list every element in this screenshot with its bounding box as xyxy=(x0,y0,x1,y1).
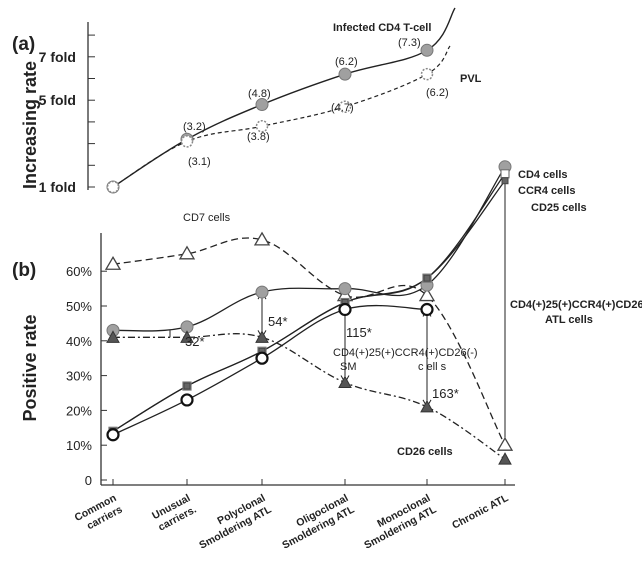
infected-marker xyxy=(338,67,352,81)
x-axis-label: Chronic ATL xyxy=(450,492,511,532)
series-0-marker xyxy=(104,255,122,270)
series-5-marker xyxy=(180,330,194,343)
panel-a-y-tick-label: 7 fold xyxy=(39,49,76,65)
panel-b-label: (b) xyxy=(12,260,36,281)
sm-label-sm: SM xyxy=(340,361,357,373)
annotation-32: 32* xyxy=(185,334,205,349)
annotation-163: 163* xyxy=(432,386,459,401)
sm-label-line1: CD4(+)25(+)CCR4(+)CD26(-) xyxy=(333,347,478,359)
panel-b-y-tick-label: 20% xyxy=(66,403,92,418)
data-markers xyxy=(104,43,514,465)
value-label-pvl-1: (3.1) xyxy=(188,156,211,168)
panel-a-series xyxy=(112,7,456,188)
series-0-marker xyxy=(178,245,196,260)
series-5-marker xyxy=(338,375,352,389)
pvl-marker xyxy=(106,180,120,194)
series-1-marker xyxy=(338,282,352,296)
series-5-marker xyxy=(255,330,269,343)
series-3-marker xyxy=(423,274,431,282)
panel-a-ylabel: Increasing rate xyxy=(20,61,40,189)
pvl-marker xyxy=(180,135,194,148)
infected-marker xyxy=(255,98,269,112)
pvl-line xyxy=(112,45,451,188)
series-0-marker xyxy=(418,287,436,302)
annotation-54: 54* xyxy=(268,314,288,329)
cd7-label: CD7 cells xyxy=(183,212,231,224)
x-label-group: Chronic ATL xyxy=(450,492,511,532)
series-3-marker xyxy=(183,382,191,390)
value-label-pvl-4: (6.2) xyxy=(426,87,449,99)
value-label-a-1: (3.2) xyxy=(183,121,206,133)
series-0-marker xyxy=(496,436,514,451)
ccr4-label: CCR4 cells xyxy=(518,185,575,197)
cd25-label: CD25 cells xyxy=(531,202,587,214)
value-label-pvl-2: (3.8) xyxy=(247,131,270,143)
value-label-a-4: (7.3) xyxy=(398,37,421,49)
panel-b-y-tick-label: 40% xyxy=(66,334,92,349)
panel-b-y-tick-label: 50% xyxy=(66,299,92,314)
value-label-a-2: (4.8) xyxy=(248,88,271,100)
atl-label-line1: CD4(+)25(+)CCR4(+)CD26(-) xyxy=(510,299,642,311)
panel-a-y-tick-label: 1 fold xyxy=(39,179,76,195)
series-5-marker xyxy=(106,330,120,343)
infected-cd4-line xyxy=(112,7,456,188)
panel-b-axes: 0 10% 20% 30% 40% 50% 60% xyxy=(66,233,515,488)
panel-b-series xyxy=(112,166,506,460)
value-label-a-3: (6.2) xyxy=(335,56,358,68)
infected-marker xyxy=(420,43,434,57)
panel-a-y-tick-label: 5 fold xyxy=(39,92,76,108)
pvl-marker xyxy=(255,119,269,133)
pvl-marker xyxy=(338,100,352,113)
series-3-marker xyxy=(501,177,509,185)
series-1-marker xyxy=(255,285,269,299)
panel-b-y-tick-label: 0 xyxy=(85,473,92,488)
infected-cd4-label: Infected CD4 T-cell xyxy=(333,22,431,34)
pvl-label: PVL xyxy=(460,73,482,85)
panel-b-ylabel: Positive rate xyxy=(20,314,40,421)
series-2-marker xyxy=(500,169,510,179)
atl-label-line2: ATL cells xyxy=(545,314,593,326)
series-line-3 xyxy=(112,180,506,432)
panel-b-y-tick-label: 60% xyxy=(66,264,92,279)
annotation-115: 115* xyxy=(346,325,372,340)
panel-b-y-tick-label: 30% xyxy=(66,369,92,384)
cd4-label: CD4 cells xyxy=(518,169,568,181)
series-4-marker xyxy=(420,302,434,317)
pvl-marker xyxy=(420,67,434,81)
series-5-marker xyxy=(420,399,434,413)
series-4-marker xyxy=(338,302,352,317)
series-4-marker xyxy=(255,351,269,365)
series-4-marker xyxy=(106,428,120,442)
panel-b-y-tick-label: 10% xyxy=(66,438,92,453)
series-line-0 xyxy=(112,237,506,446)
series-line-1 xyxy=(112,166,506,332)
panel-a-label: (a) xyxy=(12,34,35,55)
panel-a-y-axis: 1 fold 5 fold 7 fold xyxy=(39,22,95,195)
series-4-marker xyxy=(180,393,194,407)
value-label-pvl-3: (4.7) xyxy=(331,102,354,114)
cd26-label: CD26 cells xyxy=(397,446,453,458)
sm-label-cells: c ell s xyxy=(418,361,447,373)
series-0-marker xyxy=(253,231,271,246)
series-5-marker xyxy=(498,452,512,465)
